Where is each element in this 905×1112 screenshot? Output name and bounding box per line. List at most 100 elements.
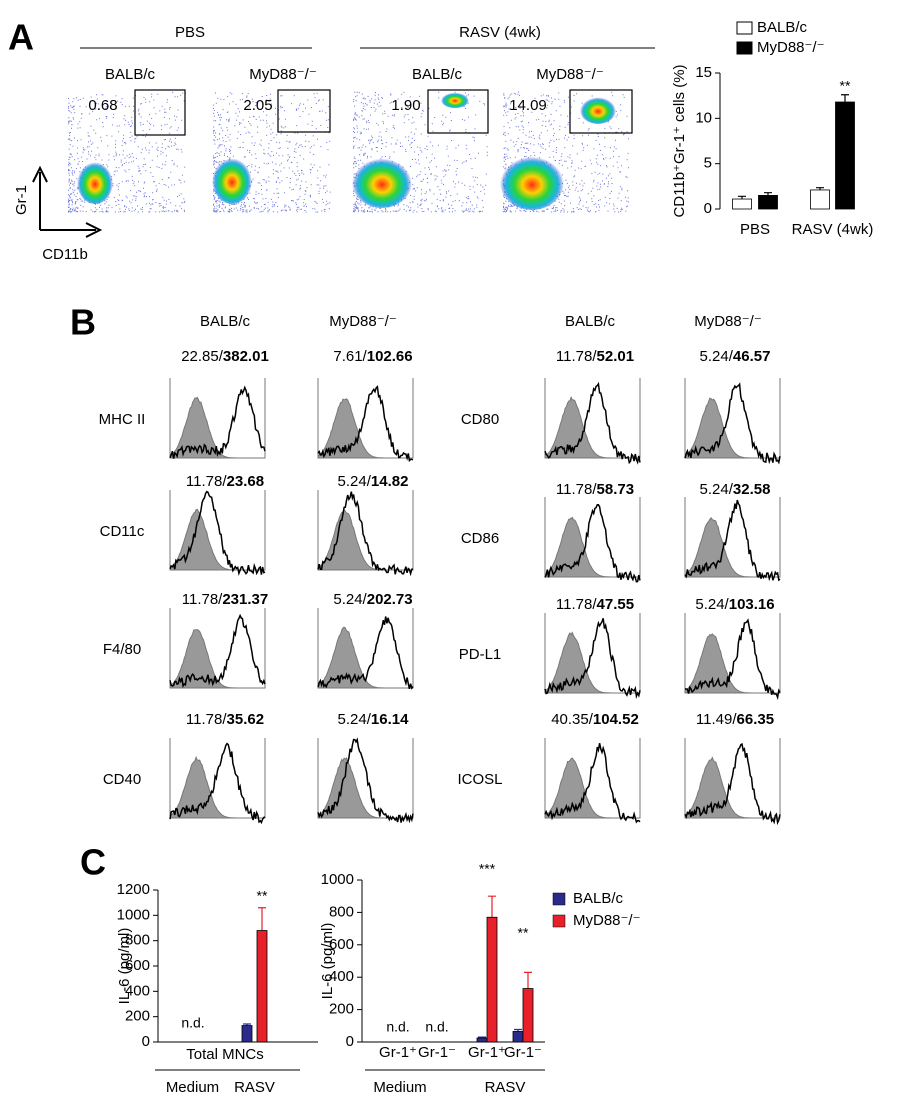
column-label: BALB/c xyxy=(105,66,156,83)
y-axis-label: IL-6 (pg/ml) xyxy=(319,923,336,1000)
isotype-histogram xyxy=(684,633,780,694)
mfi-value: 35.62 xyxy=(227,711,265,728)
group-label: RASV (4wk) xyxy=(459,24,541,41)
marker-histogram xyxy=(544,743,641,824)
x-tick-label: Medium xyxy=(166,1079,219,1096)
gate-percentage: 1.90 xyxy=(391,97,420,114)
y-tick-label: 1200 xyxy=(117,881,150,898)
mfi-value: 202.73 xyxy=(367,591,413,608)
y-tick-label: 10 xyxy=(695,109,712,126)
marker-label: ICOSL xyxy=(457,771,502,788)
mfi-label: 11.49/66.35 xyxy=(696,711,774,728)
flow-density xyxy=(580,96,616,124)
flow-density xyxy=(441,92,469,108)
y-tick-label: 200 xyxy=(125,1008,150,1025)
gate xyxy=(427,89,489,134)
gate-percentage: 2.05 xyxy=(243,97,272,114)
mfi-label: 5.24/46.57 xyxy=(700,348,771,365)
mfi-label: 5.24/14.82 xyxy=(338,473,409,490)
mfi-label: 22.85/382.01 xyxy=(181,348,269,365)
mfi-value: 14.82 xyxy=(371,473,409,490)
bar xyxy=(835,101,855,210)
mfi-value: 47.55 xyxy=(597,596,635,613)
mfi-label: 11.78/47.55 xyxy=(556,596,634,613)
mfi-label: 5.24/202.73 xyxy=(333,591,412,608)
y-tick-label: 800 xyxy=(125,932,150,949)
annotation: n.d. xyxy=(425,1019,448,1035)
legend-label: BALB/c xyxy=(757,19,808,36)
error-bar xyxy=(258,907,266,931)
bar xyxy=(241,1025,253,1043)
mfi-label: 5.24/32.58 xyxy=(700,481,771,498)
y-axis-label: IL-6 (pg/ml) xyxy=(116,928,133,1005)
mfi-label: 7.61/102.66 xyxy=(333,348,412,365)
annotation: ** xyxy=(840,78,851,94)
isotype-value: 5.24/ xyxy=(695,596,729,613)
y-tick-label: 1000 xyxy=(321,871,354,888)
error-bar xyxy=(841,94,849,103)
x-axis-label: CD11b xyxy=(42,246,88,263)
flow-density xyxy=(500,154,564,210)
y-tick-label: 400 xyxy=(125,982,150,999)
marker-histogram xyxy=(169,613,266,689)
gate-percentage: 14.09 xyxy=(509,97,547,114)
mfi-value: 382.01 xyxy=(223,348,269,365)
legend-label: MyD88⁻/⁻ xyxy=(757,39,825,56)
bar xyxy=(476,1037,488,1043)
mfi-label: 11.78/58.73 xyxy=(556,481,634,498)
x-tick-label: Gr-1⁺ xyxy=(379,1044,417,1061)
marker-histogram xyxy=(317,616,414,690)
isotype-histogram xyxy=(544,516,640,578)
x-tick-label: RASV (4wk) xyxy=(792,221,874,238)
mfi-value: 104.52 xyxy=(593,711,639,728)
isotype-histogram xyxy=(684,397,780,459)
mfi-label: 5.24/16.14 xyxy=(338,711,410,728)
gate xyxy=(569,89,633,134)
bar xyxy=(256,930,268,1043)
bar xyxy=(810,189,830,210)
isotype-value: 40.35/ xyxy=(551,711,594,728)
isotype-value: 11.78/ xyxy=(556,596,597,613)
isotype-value: 5.24/ xyxy=(338,711,372,728)
bar xyxy=(512,1031,524,1043)
annotation: n.d. xyxy=(181,1015,204,1031)
bar xyxy=(522,988,534,1043)
mfi-value: 23.68 xyxy=(227,473,265,490)
legend-swatch xyxy=(552,892,566,906)
isotype-histogram xyxy=(169,508,265,571)
isotype-histogram xyxy=(169,628,265,689)
marker-label: CD11c xyxy=(100,523,145,540)
y-axis-label: Gr-1 xyxy=(13,185,30,215)
bar xyxy=(732,198,752,210)
marker-histogram xyxy=(544,381,641,465)
isotype-histogram xyxy=(544,631,640,694)
marker-histogram xyxy=(317,491,414,577)
legend-swatch xyxy=(552,914,566,928)
marker-label: F4/80 xyxy=(103,641,141,658)
annotation: n.d. xyxy=(386,1019,409,1035)
isotype-value: 11.78/ xyxy=(182,591,223,608)
isotype-value: 11.78/ xyxy=(556,481,597,498)
x-tick-label: RASV xyxy=(234,1079,275,1096)
column-label: MyD88⁻/⁻ xyxy=(694,313,762,330)
group-label: RASV xyxy=(485,1079,526,1096)
column-label: MyD88⁻/⁻ xyxy=(329,313,397,330)
y-tick-label: 0 xyxy=(142,1033,150,1050)
marker-histogram xyxy=(544,618,641,700)
isotype-histogram xyxy=(317,398,413,459)
y-tick-label: 0 xyxy=(704,200,712,217)
mfi-value: 46.57 xyxy=(733,348,771,365)
marker-histogram xyxy=(169,385,266,459)
marker-histogram xyxy=(317,385,414,463)
isotype-value: 5.24/ xyxy=(333,591,367,608)
isotype-histogram xyxy=(169,755,265,819)
annotation: ** xyxy=(257,888,268,904)
legend-swatch xyxy=(736,21,753,35)
marker-histogram xyxy=(169,742,266,825)
panel-letter: B xyxy=(70,302,96,343)
panel-letter: A xyxy=(8,17,34,58)
marker-histogram xyxy=(684,499,781,582)
group-label: PBS xyxy=(175,24,205,41)
isotype-value: 7.61/ xyxy=(333,348,367,365)
